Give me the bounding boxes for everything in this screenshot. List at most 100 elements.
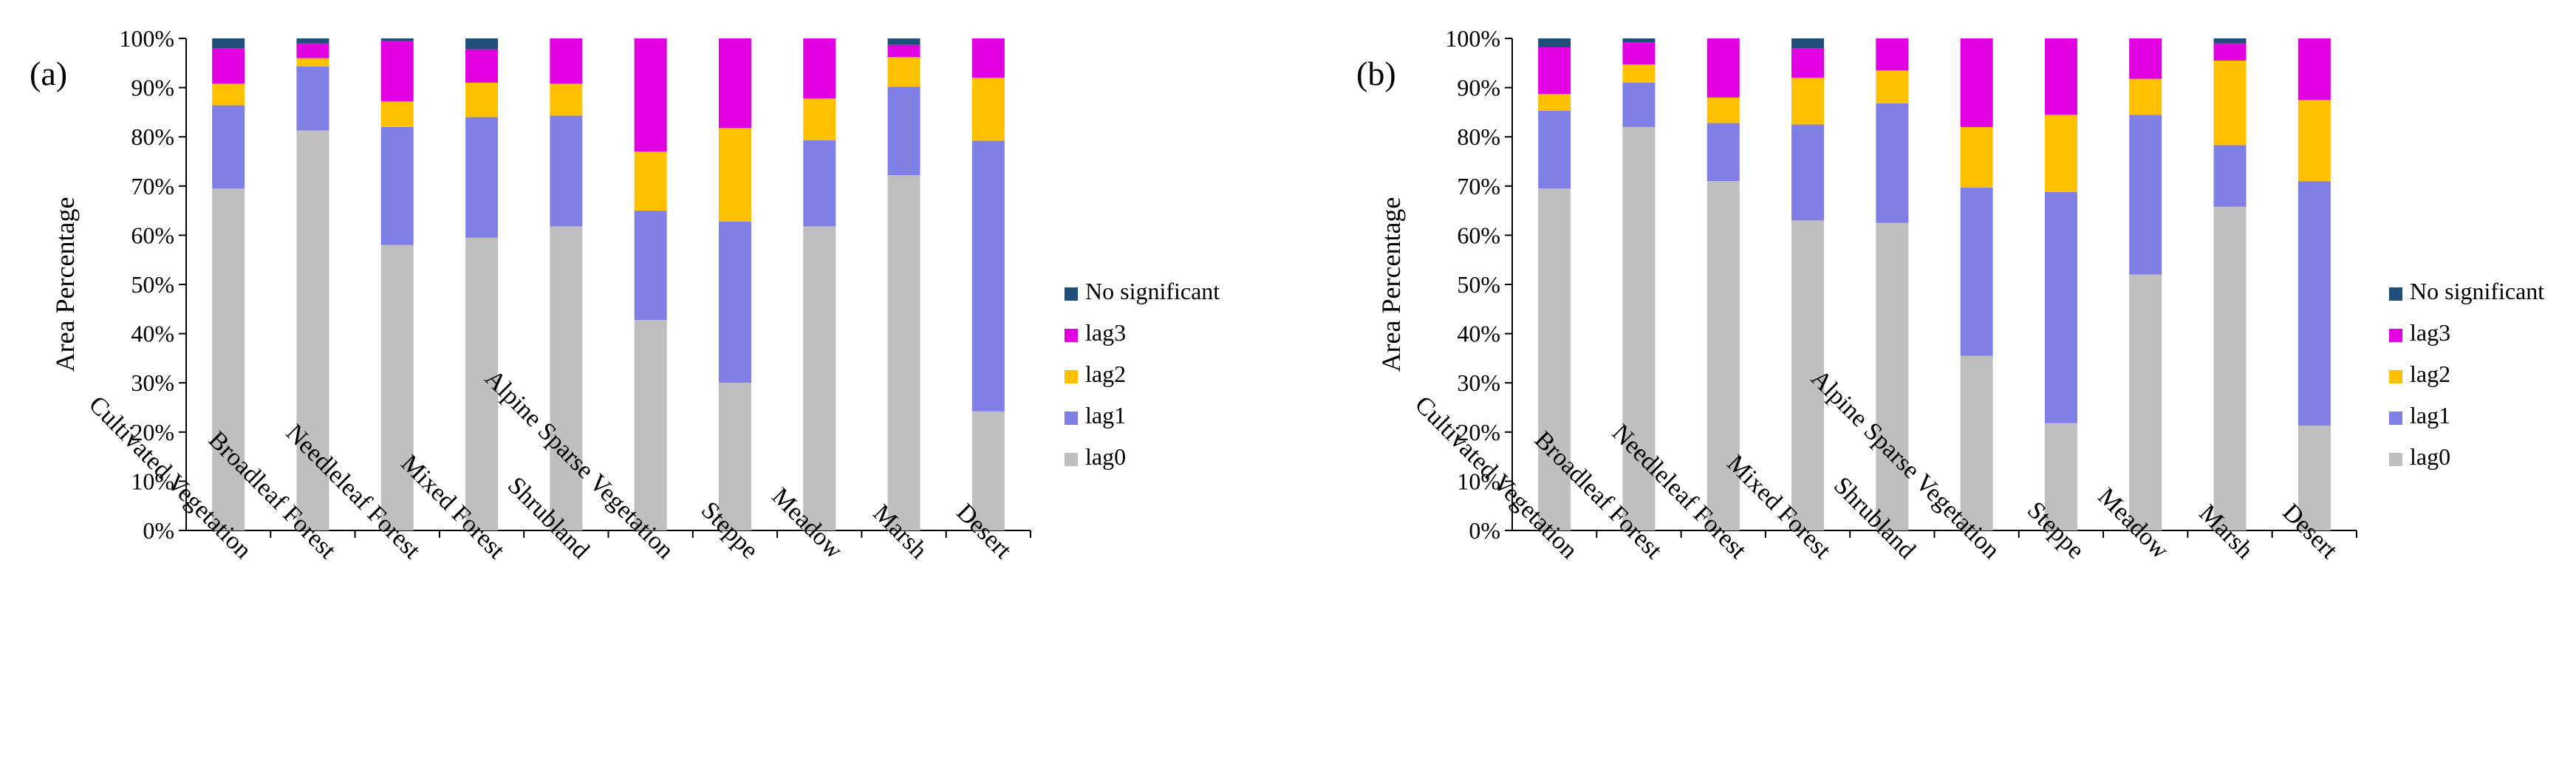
bar-segment-lag0-desert [971,411,1005,530]
y-tick-label: 60% [131,222,174,248]
bar-segment-lag3-desert [2297,38,2331,100]
bar-segment-lag3-steppe [718,38,751,129]
bar-segment-lag3-mixed-forest [1791,48,1825,78]
y-tick-label: 90% [1457,75,1500,101]
panel-label: (a) [30,55,67,92]
bar-segment-lag1-meadow [803,140,836,227]
bar-segment-lag3-shrubland [1876,38,1909,71]
bar-segment-lag1-broadleaf-forest [296,66,329,131]
y-tick-label: 40% [131,321,174,347]
legend-label-lag0: lag0 [2410,443,2450,470]
bar-segment-lag2-cultivated-vegetation [1538,94,1571,111]
bar-segment-lag1-shrubland [550,115,583,227]
bar-segment-lag1-needleleaf-forest [380,126,414,245]
bar-segment-lag3-broadleaf-forest [1622,42,1656,65]
bar-segment-lag2-mixed-forest [1791,78,1825,125]
bar-segment-lag0-steppe [2044,423,2077,530]
legend-label-lag1: lag1 [1085,402,1126,429]
bar-segment-no-significant-needleleaf-forest [380,38,414,41]
chart-panel-b: (b) Area Percentage 0% 10% 20% 30% 40% 50% 60% 70… [1356,25,2544,564]
bar-segment-lag2-meadow [2129,78,2162,115]
bar-segment-lag2-needleleaf-forest [380,101,414,127]
legend-swatch-lag0 [2389,453,2402,466]
legend-label-lag2: lag2 [2410,361,2450,387]
legend-swatch-lag2 [1065,370,1078,383]
bar-segment-no-significant-mixed-forest [1791,38,1825,49]
legend-swatch-lag1 [1065,412,1078,425]
y-axis-title: Area Percentage [50,197,80,372]
bar-segment-lag3-alpine-sparse-vegetation [634,38,667,152]
bar-segment-lag1-steppe [718,221,751,383]
bar-segment-lag3-mixed-forest [465,49,499,83]
bar-segment-lag0-desert [2297,426,2331,530]
bar-segment-lag0-cultivated-vegetation [212,188,245,530]
y-tick-label: 50% [1457,271,1500,298]
chart-panel-a: (a) Area Percentage 0% 10% 20% 30% 40% 50% 60% 70… [30,25,1220,564]
bar-segment-lag1-mixed-forest [1791,124,1825,221]
bar-segment-no-significant-mixed-forest [465,38,499,49]
bar-segment-lag1-alpine-sparse-vegetation [1960,187,1993,356]
bar-segment-lag2-shrubland [550,83,583,116]
bar-segment-lag0-needleleaf-forest [380,245,414,530]
bar-segment-lag0-mixed-forest [1791,220,1825,530]
bar-segment-no-significant-marsh [2213,38,2247,44]
bar-segment-lag0-broadleaf-forest [296,130,329,531]
bar-segment-lag2-mixed-forest [465,82,499,117]
y-tick-label: 10% [131,468,174,494]
bar-segment-lag2-alpine-sparse-vegetation [1960,126,1993,188]
bar-segment-lag0-mixed-forest [465,237,499,530]
bar-segment-lag3-needleleaf-forest [1706,38,1740,98]
panel-label: (b) [1356,55,1396,92]
bar-segment-lag1-alpine-sparse-vegetation [634,211,667,320]
y-tick-label: 100% [1445,25,1500,52]
legend-swatch-lag3 [2389,329,2402,342]
bar-segment-no-significant-cultivated-vegetation [212,38,245,49]
bar-segment-lag0-broadleaf-forest [1622,126,1656,530]
y-axis-title: Area Percentage [1376,197,1406,372]
y-tick-label: 30% [131,369,174,396]
bar-segment-lag2-steppe [2044,115,2077,192]
y-tick-label: 100% [119,25,174,52]
bar-segment-lag3-meadow [803,38,836,99]
bar-segment-lag1-steppe [2044,191,2077,423]
bar-segment-lag0-meadow [2129,274,2162,530]
bar-segment-lag1-marsh [887,86,920,176]
bar-segment-lag2-marsh [2213,60,2247,146]
bar-segment-lag3-steppe [2044,38,2077,115]
bar-segment-lag1-cultivated-vegetation [212,105,245,189]
bar-segment-lag0-shrubland [1876,222,1909,530]
bar-segment-lag2-alpine-sparse-vegetation [634,151,667,211]
legend-label-lag1: lag1 [2410,402,2450,429]
bar-segment-lag3-shrubland [550,38,583,84]
y-tick-label: 70% [131,173,174,199]
legend-label-lag2: lag2 [1085,361,1126,387]
y-tick-label: 90% [131,75,174,101]
bar-segment-lag0-marsh [887,175,920,530]
bar-segment-lag3-broadleaf-forest [296,43,329,58]
bar-segment-lag1-desert [2297,181,2331,426]
bar-segment-lag3-desert [971,38,1005,78]
y-tick-label: 30% [1457,369,1500,396]
legend-swatch-lag0 [1065,453,1078,466]
legend-swatch-no-significant [2389,287,2402,301]
y-tick-label: 60% [1457,222,1500,248]
y-tick-label: 0% [1469,517,1500,544]
y-tick-label: 80% [1457,123,1500,150]
bar-segment-no-significant-cultivated-vegetation [1538,38,1571,47]
bar-segment-lag2-shrubland [1876,70,1909,103]
legend-label-lag3: lag3 [1085,319,1126,346]
bar-segment-no-significant-broadleaf-forest [1622,38,1656,43]
legend-swatch-lag3 [1065,329,1078,342]
bar-segment-lag0-alpine-sparse-vegetation [1960,355,1993,530]
y-tick-label: 70% [1457,173,1500,199]
bar-segment-lag3-cultivated-vegetation [212,48,245,84]
y-tick-label: 50% [131,271,174,298]
bar-segment-lag2-steppe [718,128,751,222]
bar-segment-lag0-alpine-sparse-vegetation [634,319,667,530]
y-tick-label: 40% [1457,321,1500,347]
bar-segment-lag1-mixed-forest [465,117,499,238]
bar-segment-lag2-needleleaf-forest [1706,97,1740,123]
bar-segment-lag2-desert [2297,100,2331,182]
bar-segment-lag3-alpine-sparse-vegetation [1960,38,1993,127]
bar-segment-lag1-marsh [2213,145,2247,207]
